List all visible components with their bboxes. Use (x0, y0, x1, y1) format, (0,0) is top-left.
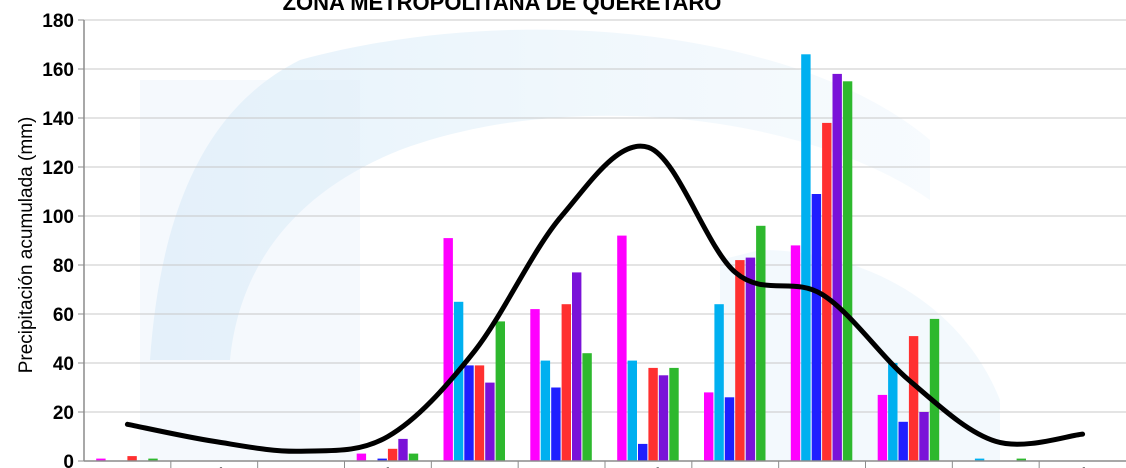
chart-title: ZONA METROPOLITANA DE QUERÉTARO (283, 0, 722, 15)
y-tick-label: 40 (53, 354, 74, 375)
bar (617, 235, 627, 461)
bar (842, 81, 853, 462)
y-tick-label: 80 (53, 256, 74, 277)
bars-group (96, 54, 1026, 462)
bar (908, 336, 919, 461)
bar (561, 304, 571, 461)
x-tick-label: Ene (113, 466, 142, 468)
bar (485, 382, 495, 461)
bar (530, 309, 540, 461)
bar (464, 365, 474, 461)
series-line (124, 143, 1086, 454)
bar (572, 272, 582, 461)
bar (551, 387, 561, 461)
bar (832, 73, 842, 462)
x-tick-label: Ago (720, 466, 751, 468)
bar (745, 257, 756, 461)
bar (398, 438, 408, 461)
bar (387, 448, 398, 462)
x-tick-label: Dic (1070, 466, 1095, 468)
y-tick-label: 180 (42, 11, 74, 32)
y-tick-label: 100 (42, 207, 74, 228)
y-tick-label: 140 (42, 109, 74, 130)
x-tick-label: Nov (981, 466, 1011, 468)
bar (658, 375, 669, 462)
x-tick-label: May (459, 466, 490, 468)
bar (408, 453, 419, 461)
bar (714, 304, 724, 461)
bar (540, 360, 551, 461)
bar (669, 367, 679, 461)
bar (898, 421, 908, 461)
bar (929, 318, 940, 461)
x-tick-label: Mar (287, 466, 315, 468)
bar (377, 458, 387, 461)
bar (148, 458, 158, 461)
bar (756, 225, 766, 461)
bar (735, 260, 745, 461)
bar (888, 363, 898, 461)
x-tick-label: Jul (637, 466, 660, 468)
bar (582, 353, 592, 461)
bar (495, 321, 505, 461)
bar (453, 301, 464, 462)
bar (638, 443, 648, 461)
x-tick-labels: Ene Feb Mar Abr May Jun Jul Ago Sep Oct Nov Dic (113, 466, 1095, 468)
bar (877, 394, 888, 461)
grid-lines (84, 19, 1126, 413)
y-tick-label: 120 (42, 158, 74, 179)
y-tick-labels: 0 20 40 60 80 100 120 140 160 180 (42, 11, 74, 468)
bar (790, 245, 801, 461)
x-tick-label: Jun (547, 466, 575, 468)
bar (822, 122, 832, 462)
bar (474, 365, 485, 461)
x-tick-label: Feb (200, 466, 229, 468)
y-tick-label: 60 (53, 305, 74, 326)
bar (704, 392, 714, 461)
bar (811, 194, 822, 461)
bar (801, 54, 811, 462)
bar (627, 360, 637, 461)
bar (648, 367, 658, 461)
bar (356, 453, 367, 461)
bar (724, 397, 735, 461)
y-tick-label: 20 (53, 403, 74, 424)
bar (127, 456, 137, 461)
x-tick-label: Abr (374, 466, 402, 468)
y-tick-label: 160 (42, 60, 74, 81)
bar (1016, 458, 1026, 461)
y-tick-label: 0 (63, 452, 74, 468)
bar (443, 238, 453, 461)
x-tick-label: Oct (896, 466, 923, 468)
bar (974, 458, 985, 461)
bar (96, 458, 106, 461)
line-group (124, 143, 1086, 454)
bar (919, 412, 929, 461)
x-tick-label: Sep (807, 466, 837, 468)
y-axis-label: Precipitación acumulada (mm) (16, 117, 37, 374)
